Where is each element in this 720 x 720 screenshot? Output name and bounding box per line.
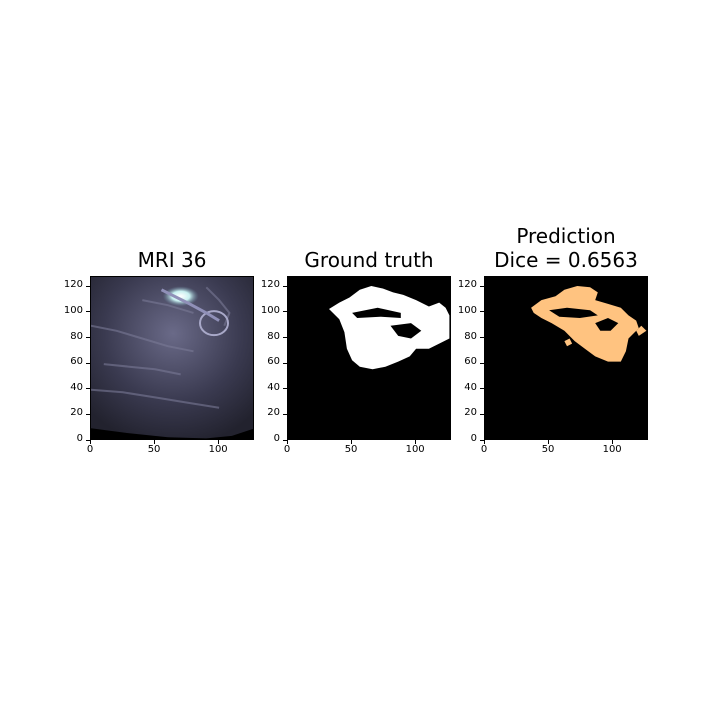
mask-image <box>288 277 450 439</box>
y-tick-mark <box>86 285 90 287</box>
y-tick-mark <box>283 413 287 415</box>
x-tick-mark <box>286 440 288 444</box>
y-tick-label: 120 <box>260 279 280 291</box>
y-tick-mark <box>86 388 90 390</box>
x-tick-label: 100 <box>405 444 425 455</box>
y-tick-mark <box>480 388 484 390</box>
y-tick-label: 120 <box>63 279 83 291</box>
y-tick-mark <box>86 337 90 338</box>
region-hole <box>623 305 632 313</box>
x-tick-mark <box>153 440 155 444</box>
image-axes <box>90 276 254 440</box>
tissue-fold <box>103 363 181 376</box>
y-tick-label: 20 <box>464 407 477 419</box>
y-tick-mark <box>86 362 90 364</box>
y-tick-label: 60 <box>267 356 280 368</box>
y-tick-mark <box>480 439 484 441</box>
y-tick-label: 40 <box>70 381 83 393</box>
lesion-ring <box>199 310 229 337</box>
x-tick-label: 100 <box>208 444 228 455</box>
x-tick-mark <box>483 440 485 444</box>
prediction-region <box>564 338 573 347</box>
region-hole <box>549 307 598 318</box>
tissue-fold <box>91 324 194 353</box>
y-tick-label: 100 <box>260 304 280 316</box>
mri-image <box>91 277 253 439</box>
y-tick-label: 0 <box>76 433 83 444</box>
y-tick-mark <box>283 285 287 287</box>
x-tick-label: 50 <box>344 444 358 455</box>
x-tick-label: 50 <box>541 444 555 455</box>
panel-title: Prediction <box>516 224 616 248</box>
ground-truth-region <box>329 286 450 370</box>
y-tick-label: 60 <box>464 356 477 368</box>
x-tick-mark <box>89 440 91 444</box>
y-tick-mark <box>480 413 484 415</box>
x-tick-mark <box>414 440 416 444</box>
y-tick-label: 60 <box>70 356 83 368</box>
region-hole <box>390 323 422 339</box>
y-tick-label: 80 <box>267 330 280 342</box>
y-tick-label: 20 <box>70 407 83 419</box>
y-tick-mark <box>283 439 287 441</box>
tissue-fold <box>142 299 194 314</box>
y-tick-label: 20 <box>267 407 280 419</box>
pred-image <box>485 277 647 439</box>
region-hole <box>595 318 619 331</box>
y-tick-label: 100 <box>63 304 83 316</box>
x-tick-mark <box>350 440 352 444</box>
y-tick-mark <box>480 337 484 338</box>
y-tick-mark <box>86 439 90 441</box>
y-tick-mark <box>283 311 287 313</box>
x-tick-mark <box>217 440 219 444</box>
y-tick-mark <box>283 362 287 364</box>
y-tick-label: 0 <box>470 433 477 444</box>
y-tick-mark <box>480 362 484 364</box>
x-tick-label: 100 <box>602 444 622 455</box>
prediction-region <box>531 286 639 362</box>
image-axes <box>484 276 648 440</box>
y-tick-mark <box>86 311 90 313</box>
prediction-region <box>636 325 647 336</box>
image-axes <box>287 276 451 440</box>
y-tick-label: 0 <box>273 433 280 444</box>
y-tick-mark <box>283 388 287 390</box>
x-tick-mark <box>611 440 613 444</box>
region-hole <box>352 307 401 318</box>
y-tick-mark <box>480 311 484 313</box>
panel-title: Dice = 0.6563 <box>494 248 638 272</box>
panel-title: MRI 36 <box>137 248 207 272</box>
x-tick-mark <box>547 440 549 444</box>
tissue-fold <box>160 288 220 322</box>
y-tick-label: 80 <box>464 330 477 342</box>
y-tick-label: 100 <box>457 304 477 316</box>
tissue-fold <box>91 388 220 409</box>
y-tick-label: 80 <box>70 330 83 342</box>
y-tick-mark <box>480 285 484 287</box>
bright-lesion <box>162 286 199 307</box>
x-tick-label: 0 <box>480 444 488 455</box>
y-tick-mark <box>283 337 287 338</box>
y-tick-label: 40 <box>464 381 477 393</box>
x-tick-label: 0 <box>283 444 291 455</box>
x-tick-label: 0 <box>86 444 94 455</box>
panel-title: Ground truth <box>304 248 434 272</box>
y-tick-label: 40 <box>267 381 280 393</box>
y-tick-label: 120 <box>457 279 477 291</box>
x-tick-label: 50 <box>147 444 161 455</box>
y-tick-mark <box>86 413 90 415</box>
